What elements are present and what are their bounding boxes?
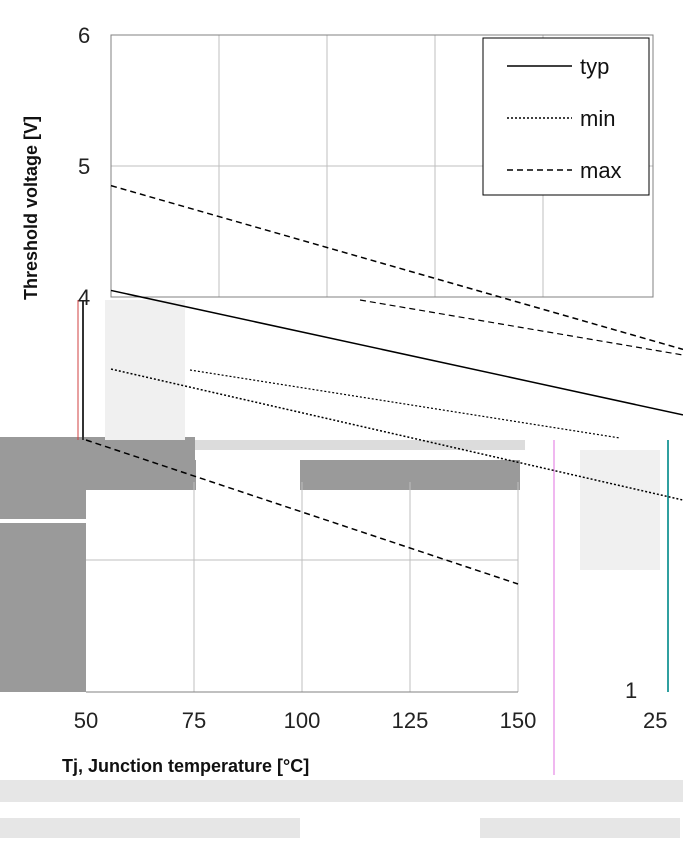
series-line-min-echo xyxy=(189,369,621,439)
y-tick-label-5: 5 xyxy=(78,154,90,179)
plot-frame xyxy=(110,34,654,298)
legend-label-min: min xyxy=(580,106,615,131)
series-line-min xyxy=(110,368,683,501)
y-tick-label-4: 4 xyxy=(78,285,90,310)
x-tick-label-75: 75 xyxy=(182,708,206,733)
series-lines xyxy=(85,184,683,585)
x-tick-label-100: 100 xyxy=(284,708,321,733)
scan-artifacts xyxy=(0,300,683,838)
y-tick-labels: 6 5 4 xyxy=(78,23,90,310)
y-tick-label-1: 1 xyxy=(625,678,637,703)
series-line-max-echo xyxy=(85,439,519,585)
legend-box xyxy=(482,37,650,196)
series-line-typ xyxy=(110,289,683,416)
series-line-max-tail xyxy=(359,299,683,356)
x-tick-label-25: 25 xyxy=(643,708,667,733)
legend-label-typ: typ xyxy=(580,54,609,79)
series-line-max xyxy=(110,184,683,351)
x-tick-label-50: 50 xyxy=(74,708,98,733)
y-axis-title: Threshold voltage [V] xyxy=(21,116,41,300)
legend-label-max: max xyxy=(580,158,622,183)
x-tick-labels: 50 75 100 125 150 xyxy=(74,708,537,733)
y-tick-label-6: 6 xyxy=(78,23,90,48)
x-tick-label-150: 150 xyxy=(500,708,537,733)
x-tick-label-125: 125 xyxy=(392,708,429,733)
legend: typ min max xyxy=(482,37,650,196)
x-axis-title: Tj, Junction temperature [°C] xyxy=(62,756,309,776)
